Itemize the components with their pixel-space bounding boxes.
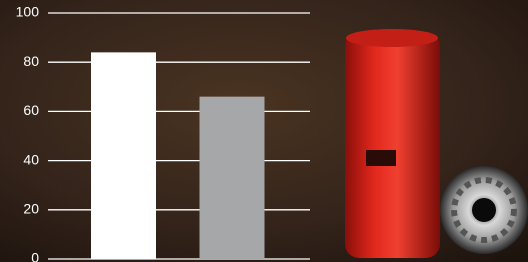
y-tick-label: 60: [23, 102, 39, 118]
bar: [200, 97, 265, 259]
y-tick-label: 100: [16, 4, 40, 20]
filter-body: [345, 32, 440, 258]
chart: 0 20 40 60 80 100: [0, 0, 528, 262]
filter-logo: [366, 150, 396, 166]
y-tick-label: 20: [23, 201, 39, 217]
bar: [91, 52, 156, 259]
page: 020406080100 (() => { const data = JSON.…: [0, 0, 528, 262]
y-tick-label: 80: [23, 53, 39, 69]
filter-top: [346, 29, 438, 47]
y-tick-label: 40: [23, 151, 39, 167]
filter-hole: [472, 198, 496, 222]
y-tick-label: 0: [31, 250, 39, 262]
